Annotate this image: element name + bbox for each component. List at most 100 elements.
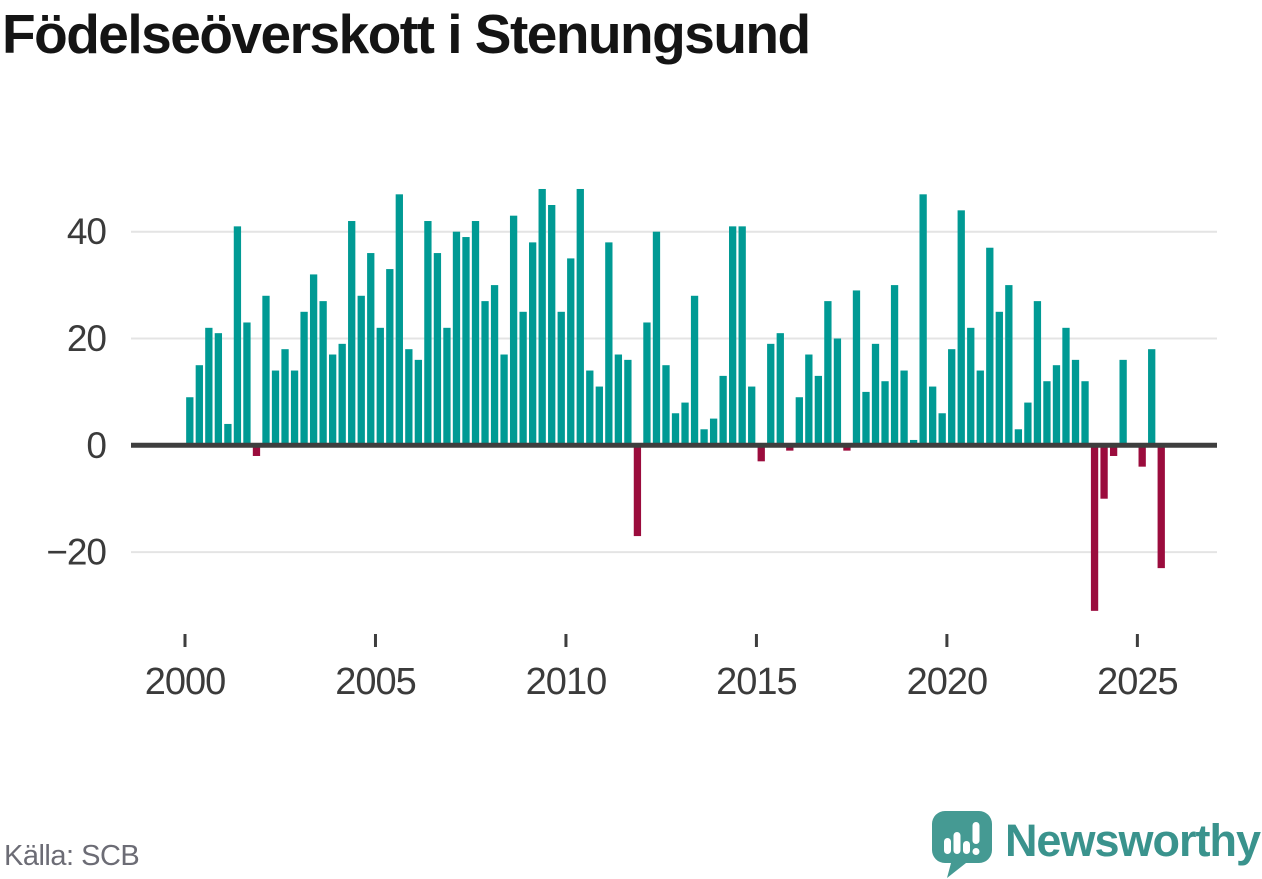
y-tick-label-40: 40	[67, 211, 107, 252]
bar-2009-q1	[529, 242, 537, 446]
y-tick-label--20: −20	[46, 532, 106, 573]
bar-2015-q1	[757, 445, 765, 462]
bar-2014-q3	[738, 226, 746, 446]
bar-2005-q2	[386, 269, 394, 446]
bar-2008-q2	[500, 354, 508, 446]
bar-2017-q4	[862, 391, 870, 446]
bar-2000-q4	[214, 333, 223, 446]
bar-2002-q3	[281, 349, 289, 446]
bar-2007-q2	[462, 237, 470, 446]
bar-2007-q3	[471, 221, 480, 446]
bar-2017-q1	[833, 338, 842, 446]
logo-exclamation-bar	[972, 822, 980, 844]
bar-2008-q1	[490, 285, 499, 446]
bar-2016-q4	[824, 301, 832, 446]
newsworthy-logo-icon	[931, 811, 992, 878]
x-tick-label-2025: 2025	[1097, 661, 1178, 703]
bar-2017-q2	[843, 445, 851, 451]
bar-2021-q3	[1005, 285, 1013, 446]
logo-bar-1	[943, 838, 951, 854]
bar-2008-q3	[509, 215, 518, 446]
bar-2001-q3	[243, 322, 251, 446]
x-tick-label-2005: 2005	[335, 661, 416, 703]
bar-2005-q1	[376, 327, 384, 446]
bar-2013-q2	[690, 295, 699, 446]
x-tick-label-2020: 2020	[907, 661, 988, 703]
bar-2020-q3	[967, 327, 975, 446]
bar-2023-q4	[1090, 445, 1099, 611]
bar-2018-q3	[890, 285, 899, 446]
bar-2010-q2	[576, 188, 584, 446]
bar-2021-q2	[995, 311, 1003, 446]
bar-2023-q2	[1071, 359, 1080, 446]
bar-2009-q2	[538, 188, 546, 446]
bar-2011-q3	[624, 359, 632, 446]
source-label: Källa: SCB	[4, 840, 140, 872]
bar-2023-q3	[1081, 381, 1089, 446]
bar-2002-q2	[271, 370, 280, 446]
bar-2001-q2	[233, 226, 242, 446]
bar-2020-q4	[976, 370, 984, 446]
x-tick-label-2015: 2015	[716, 661, 797, 703]
bar-2010-q4	[595, 386, 603, 446]
bar-2000-q2	[195, 365, 203, 446]
bar-2022-q2	[1033, 301, 1042, 446]
bar-2006-q2	[424, 221, 432, 446]
bar-2000-q3	[205, 327, 213, 446]
bar-2007-q1	[452, 231, 461, 446]
bar-2001-q4	[252, 445, 261, 456]
bar-2017-q3	[852, 290, 861, 446]
bar-2003-q4	[329, 354, 337, 446]
bar-2014-q2	[729, 226, 737, 446]
y-tick-label-0: 0	[86, 425, 106, 466]
bar-2021-q4	[1014, 429, 1023, 446]
bar-2002-q1	[262, 295, 270, 446]
bar-2024-q1	[1100, 445, 1108, 499]
logo-bubble	[931, 811, 992, 878]
bar-2000-q1	[186, 397, 194, 446]
logo-bar-2	[953, 832, 961, 854]
bar-2011-q4	[633, 445, 642, 537]
bar-2010-q3	[586, 370, 594, 446]
bar-2019-q2	[919, 194, 927, 446]
bar-2015-q3	[776, 333, 784, 446]
bar-2008-q4	[519, 311, 527, 446]
bar-2024-q3	[1119, 359, 1127, 446]
bar-2020-q2	[957, 210, 965, 446]
bar-2003-q1	[300, 311, 308, 446]
logo-exclamation-dot	[972, 848, 980, 855]
bar-2013-q4	[709, 418, 718, 446]
bar-2016-q2	[805, 354, 813, 446]
bar-2007-q4	[481, 301, 489, 446]
bar-2023-q1	[1062, 327, 1070, 446]
bar-2011-q1	[605, 242, 613, 446]
bar-2015-q2	[767, 343, 775, 446]
bar-2018-q4	[900, 370, 908, 446]
bar-2004-q2	[348, 221, 356, 446]
bar-2024-q2	[1109, 445, 1118, 456]
bar-2003-q2	[309, 274, 318, 446]
newsworthy-logo-text: Newsworthy	[1004, 815, 1261, 866]
bar-2019-q1	[909, 439, 918, 446]
bar-2012-q2	[652, 231, 661, 446]
bar-2010-q1	[567, 258, 575, 446]
newsworthy-logo: Newsworthy	[931, 810, 1261, 879]
y-tick-label-20: 20	[67, 318, 107, 359]
bar-2013-q3	[700, 429, 708, 446]
bar-2004-q4	[367, 253, 375, 446]
bar-2004-q1	[338, 343, 346, 446]
bar-2021-q1	[986, 247, 994, 446]
bar-2005-q4	[405, 349, 413, 446]
bar-2022-q1	[1024, 402, 1032, 446]
bar-2025-q3	[1157, 445, 1165, 569]
bar-2003-q3	[319, 301, 327, 446]
bar-2016-q1	[795, 397, 803, 446]
bar-2013-q1	[681, 402, 689, 446]
bar-2014-q4	[748, 386, 756, 446]
bar-2018-q1	[871, 343, 880, 446]
bar-2011-q2	[614, 354, 623, 446]
bar-2019-q4	[938, 413, 946, 446]
bar-2022-q4	[1052, 365, 1061, 446]
